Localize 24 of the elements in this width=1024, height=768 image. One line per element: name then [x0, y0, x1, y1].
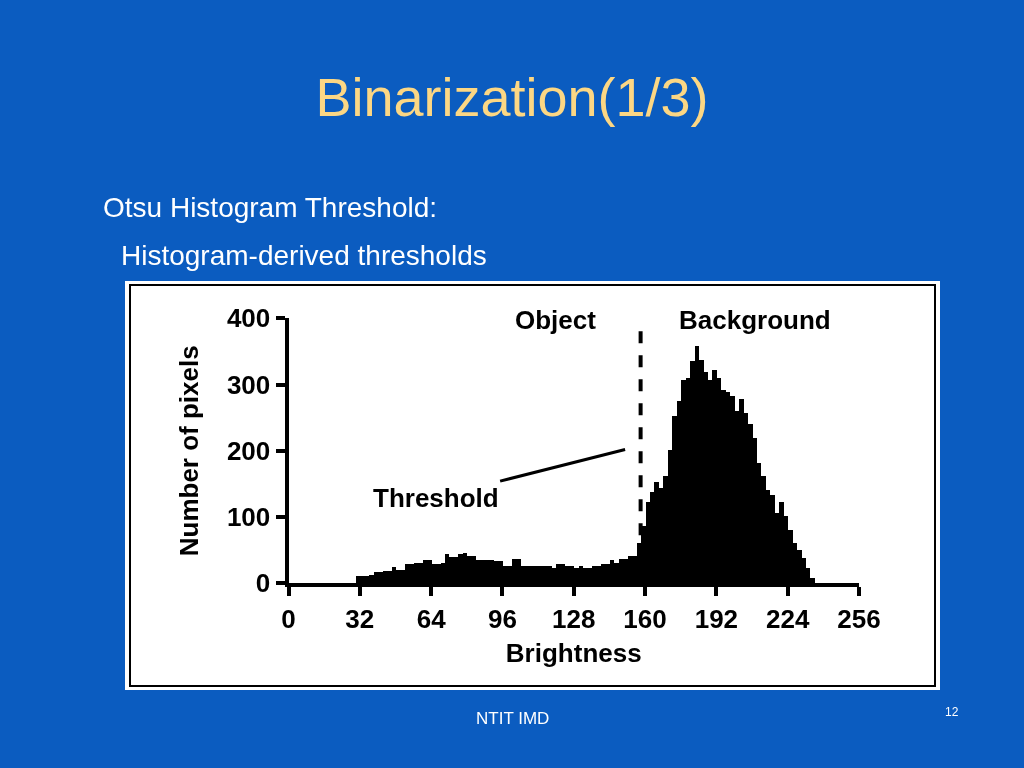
- y-tick-label: 100: [226, 502, 271, 533]
- chart-subtitle: Otsu Histogram Threshold:: [103, 192, 438, 223]
- x-axis-title: Brightness: [505, 637, 642, 668]
- annotation: Object: [515, 305, 597, 335]
- text: 12: [945, 705, 959, 719]
- text: NTIT IMD: [476, 709, 550, 728]
- x-tick-label: 256: [837, 603, 881, 634]
- x-tick-label: 64: [416, 603, 447, 634]
- x-tick-label: 224: [765, 603, 810, 634]
- chart-title: Binarization(1/3): [315, 66, 709, 127]
- y-tick-label: 300: [226, 369, 271, 400]
- y-tick-label: 200: [226, 435, 271, 466]
- x-tick-label: 96: [487, 603, 517, 634]
- x-tick-label: 0: [281, 603, 296, 634]
- annotation: Background: [679, 305, 831, 335]
- y-tick-label: 400: [226, 303, 271, 334]
- y-tick-label: 0: [255, 568, 271, 599]
- x-tick-label: 32: [345, 603, 375, 634]
- y-axis-title: Number of pixels: [173, 345, 204, 557]
- x-tick-label: 128: [552, 603, 596, 634]
- text: Histogram-derived thresholds: [121, 240, 487, 271]
- x-tick-label: 160: [623, 603, 667, 634]
- ref-line-label: Threshold: [373, 483, 499, 513]
- x-tick-label: 192: [694, 603, 739, 634]
